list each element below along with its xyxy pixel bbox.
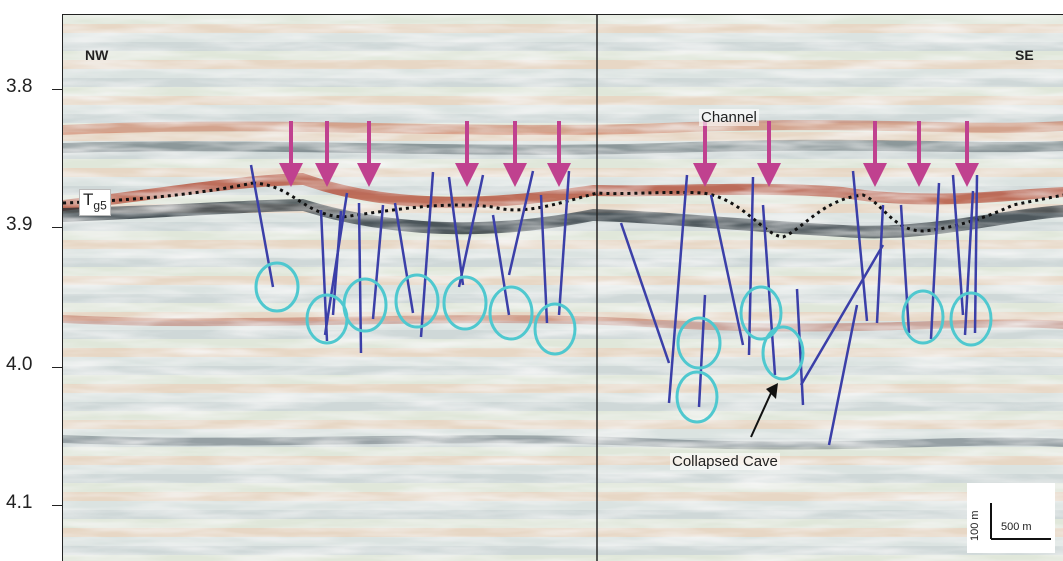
depth-axis: 3.8 3.9 4.0 4.1: [0, 0, 62, 560]
tick-mark: [52, 505, 62, 506]
tick-label-4-0: 4.0: [6, 354, 33, 375]
seismic-svg: [63, 15, 1063, 561]
label-nw: NW: [85, 47, 109, 63]
horizon-label-text: T: [83, 190, 94, 209]
tick-label-4-1: 4.1: [6, 492, 33, 513]
label-se: SE: [1015, 47, 1034, 63]
channel-label: Channel: [699, 109, 759, 126]
scale-horizontal-label: 500 m: [1001, 521, 1032, 533]
channel-arrows: [279, 121, 979, 187]
tg5-horizon-line: [252, 181, 1063, 239]
noise-texture: [63, 15, 1063, 561]
scale-vertical-label: 100 m: [969, 510, 981, 541]
tick-label-3-9: 3.9: [6, 214, 33, 235]
cave-pointer-arrowhead: [766, 383, 778, 399]
cave-pointer-line: [750, 392, 772, 438]
seismic-section: NW SE Tg5 Channel Collapsed Cave 100 m 5…: [62, 14, 1063, 561]
tick-mark: [52, 367, 62, 368]
tick-label-3-8: 3.8: [6, 76, 33, 97]
horizon-label-subscript: g5: [93, 198, 107, 213]
faults-se: [619, 170, 979, 446]
karst-circles-nw: [254, 261, 577, 356]
tg5-horizon-line: [63, 181, 254, 205]
scale-bar-svg: [990, 503, 1051, 540]
tick-mark: [52, 89, 62, 90]
collapsed-cave-label: Collapsed Cave: [670, 453, 780, 470]
karst-circles-se: [675, 285, 993, 424]
horizon-tg5-label: Tg5: [79, 189, 111, 217]
tick-mark: [52, 227, 62, 228]
scale-bar: 100 m 500 m: [967, 483, 1055, 553]
